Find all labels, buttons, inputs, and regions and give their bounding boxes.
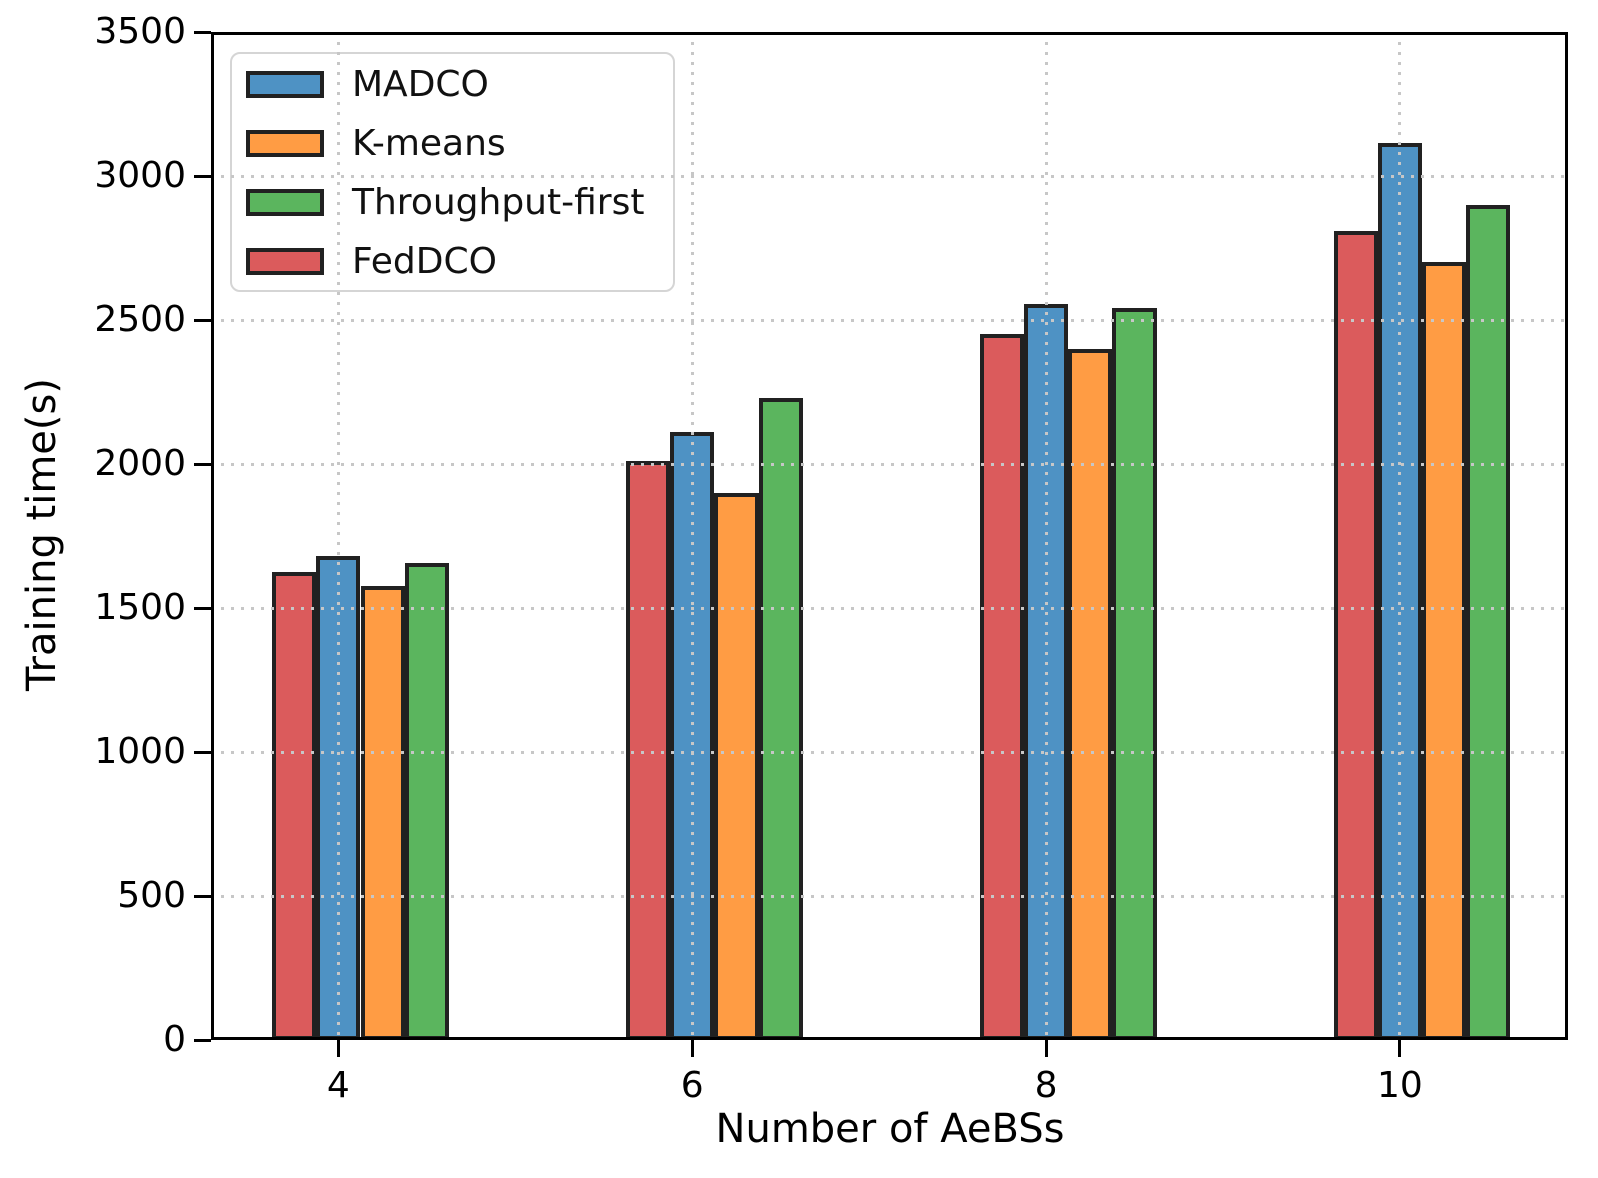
- bar-feddco-x4: [272, 572, 317, 1040]
- y-tick-1500: [194, 606, 211, 610]
- y-axis-label: Training time(s): [19, 378, 65, 692]
- y-tick-1000: [194, 750, 211, 754]
- y-tick-label-2000: 2000: [94, 443, 186, 484]
- bar-feddco-x8: [979, 334, 1024, 1040]
- legend-item-throughput-first: Throughput-first: [246, 178, 655, 226]
- legend-label-throughput-first: Throughput-first: [352, 181, 645, 223]
- y-tick-2000: [194, 462, 211, 466]
- y-tick-0: [194, 1038, 211, 1042]
- bar-k-means-x10: [1422, 262, 1467, 1040]
- bar-k-means-x8: [1068, 348, 1113, 1040]
- legend-label-feddco: FedDCO: [352, 240, 497, 282]
- x-tick-4: [336, 1040, 340, 1057]
- legend-swatch-madco: [246, 70, 324, 98]
- y-tick-label-500: 500: [117, 875, 186, 916]
- legend-item-feddco: FedDCO: [246, 237, 655, 285]
- bar-madco-x10: [1377, 142, 1423, 1040]
- x-axis-label: Number of AeBSs: [715, 1106, 1065, 1152]
- legend-swatch-feddco: [246, 247, 324, 275]
- x-tick-8: [1044, 1040, 1048, 1057]
- legend-swatch-throughput-first: [246, 188, 324, 216]
- y-tick-label-1500: 1500: [94, 587, 186, 628]
- x-tick-6: [690, 1040, 694, 1057]
- y-tick-label-2500: 2500: [94, 299, 186, 340]
- bar-throughput-first-x6: [758, 397, 803, 1040]
- legend-swatch-k-means: [246, 129, 324, 157]
- x-tick-label-10: 10: [1377, 1065, 1423, 1106]
- y-tick-500: [194, 894, 211, 898]
- y-tick-label-3000: 3000: [94, 155, 186, 196]
- legend-item-madco: MADCO: [246, 60, 655, 108]
- y-tick-3000: [194, 174, 211, 178]
- bar-feddco-x10: [1333, 230, 1378, 1040]
- x-tick-label-8: 8: [1034, 1065, 1058, 1106]
- y-tick-label-3500: 3500: [94, 11, 186, 52]
- y-tick-label-1000: 1000: [94, 731, 186, 772]
- bar-throughput-first-x8: [1112, 308, 1157, 1040]
- x-tick-10: [1398, 1040, 1402, 1057]
- y-tick-2500: [194, 318, 211, 322]
- legend-label-k-means: K-means: [352, 122, 506, 164]
- legend-label-madco: MADCO: [352, 63, 489, 105]
- bar-feddco-x6: [625, 461, 671, 1040]
- x-tick-label-4: 4: [326, 1065, 350, 1106]
- bar-madco-x4: [316, 556, 361, 1040]
- bar-madco-x8: [1023, 304, 1069, 1040]
- y-tick-label-0: 0: [163, 1019, 186, 1060]
- bar-k-means-x4: [360, 586, 405, 1040]
- legend-item-k-means: K-means: [246, 119, 655, 167]
- plot-area: MADCO K-means Throughput-first FedDCO: [211, 32, 1568, 1040]
- bar-madco-x6: [670, 432, 715, 1040]
- legend: MADCO K-means Throughput-first FedDCO: [230, 52, 675, 292]
- bar-k-means-x6: [714, 492, 759, 1040]
- x-tick-label-6: 6: [680, 1065, 704, 1106]
- bar-throughput-first-x4: [404, 563, 449, 1040]
- y-tick-3500: [194, 30, 211, 34]
- bar-throughput-first-x10: [1466, 204, 1511, 1040]
